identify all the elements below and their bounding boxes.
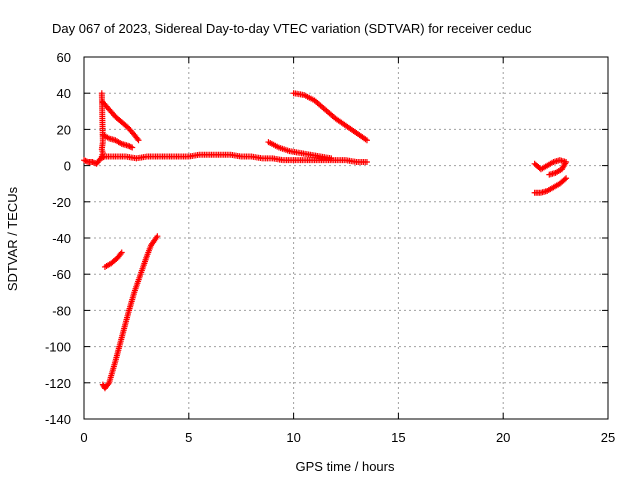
data-point bbox=[561, 176, 568, 183]
data-point bbox=[81, 157, 87, 164]
data-point bbox=[328, 155, 335, 162]
data-point bbox=[129, 144, 136, 151]
data-point bbox=[117, 250, 124, 257]
data-point bbox=[105, 381, 112, 388]
x-tick-label: 20 bbox=[496, 430, 510, 445]
y-tick-label: -20 bbox=[52, 195, 71, 210]
data-point bbox=[563, 175, 570, 182]
y-tick-label: 0 bbox=[64, 159, 71, 174]
data-point bbox=[89, 158, 96, 165]
data-point bbox=[154, 233, 161, 240]
data-point bbox=[546, 171, 553, 178]
data-point bbox=[98, 153, 105, 160]
y-axis-label: SDTVAR / TECUs bbox=[5, 186, 20, 291]
y-tick-label: -140 bbox=[45, 412, 71, 427]
data-point bbox=[127, 143, 134, 150]
data-point bbox=[118, 249, 125, 256]
y-tick-label: -60 bbox=[52, 267, 71, 282]
x-tick-label: 15 bbox=[391, 430, 405, 445]
y-tick-label: 40 bbox=[57, 86, 71, 101]
x-tick-label: 5 bbox=[185, 430, 192, 445]
y-tick-label: -80 bbox=[52, 303, 71, 318]
grid bbox=[84, 57, 608, 419]
y-tick-label: -40 bbox=[52, 231, 71, 246]
data-point bbox=[135, 137, 142, 144]
x-tick-label: 0 bbox=[80, 430, 87, 445]
data-point bbox=[134, 135, 141, 142]
plot-frame bbox=[83, 56, 609, 420]
data-point bbox=[82, 157, 89, 164]
chart-title: Day 067 of 2023, Sidereal Day-to-day VTE… bbox=[52, 21, 532, 36]
y-tick-label: 60 bbox=[57, 50, 71, 65]
y-tick-label: -100 bbox=[45, 340, 71, 355]
data-point bbox=[83, 158, 90, 165]
x-tick-label: 10 bbox=[286, 430, 300, 445]
data-points bbox=[81, 90, 570, 392]
data-point bbox=[363, 137, 370, 144]
data-point bbox=[363, 158, 370, 165]
data-point bbox=[125, 142, 132, 149]
y-tick-label: -120 bbox=[45, 376, 71, 391]
x-axis-label: GPS time / hours bbox=[296, 459, 395, 474]
data-point bbox=[126, 143, 133, 150]
x-tick-label: 25 bbox=[601, 430, 615, 445]
axes: 0 5 10 15 20 25 60 40 20 0 -20 -40 -60 -80 -100 -120 -14… bbox=[45, 50, 615, 445]
y-tick-label: 20 bbox=[57, 122, 71, 137]
